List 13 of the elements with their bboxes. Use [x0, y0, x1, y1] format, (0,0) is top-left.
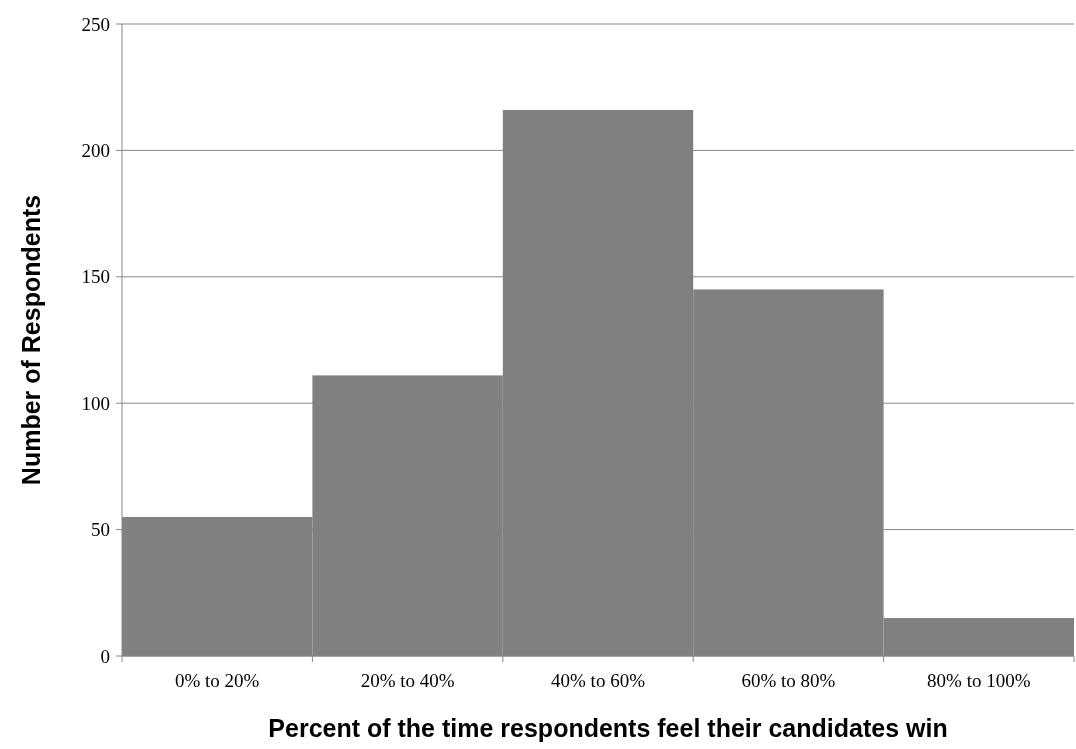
y-tick-label: 0 [100, 645, 110, 667]
y-tick-label: 50 [91, 519, 110, 541]
x-tick-label: 0% to 20% [174, 670, 260, 691]
x-tick-label: 60% to 80% [741, 670, 836, 691]
y-tick-label: 250 [81, 13, 110, 35]
x-axis-title: Percent of the time respondents feel their candidates win [268, 714, 948, 742]
y-tick-label: 100 [81, 392, 110, 414]
y-tick-label: 150 [81, 266, 110, 288]
x-tick-label: 20% to 40% [360, 670, 455, 691]
y-tick-label: 200 [81, 140, 110, 162]
x-tick-label: 80% to 100% [927, 670, 1031, 691]
x-tick-label: 40% to 60% [551, 670, 646, 691]
y-axis-title: Number of Respondents [17, 194, 45, 486]
